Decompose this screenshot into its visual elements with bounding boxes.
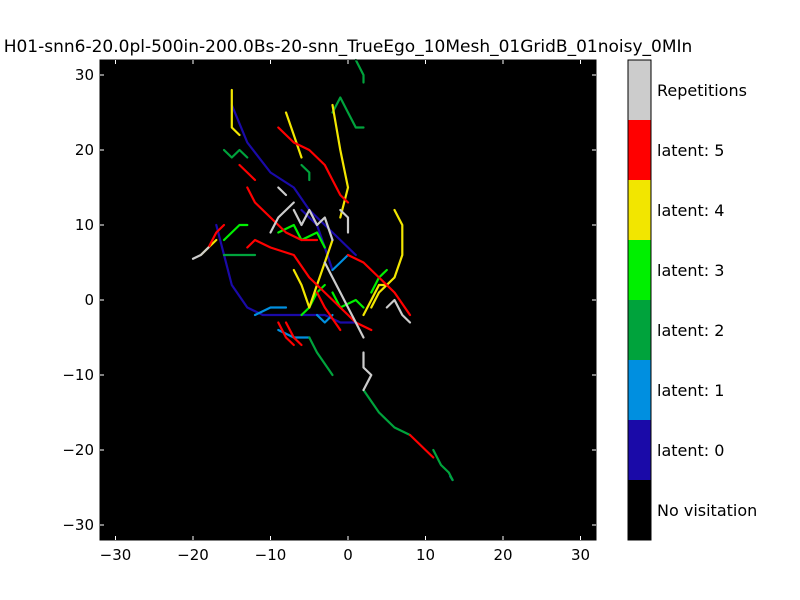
plot-background (100, 60, 596, 540)
trajectory-segment (362, 283, 388, 317)
trajectory-segment (284, 321, 303, 347)
colorbar-label: latent: 4 (657, 201, 724, 220)
colorbar-label: No visitation (657, 501, 757, 520)
trajectory-segment (315, 313, 334, 324)
x-tick-label: 20 (493, 546, 512, 564)
colorbar-label: latent: 0 (657, 441, 724, 460)
x-axis: −30 −20 −10 0 10 20 30 (100, 60, 590, 564)
colorbar-label: latent: 2 (657, 321, 724, 340)
trajectory-segment (269, 201, 295, 234)
colorbar-swatch (628, 480, 651, 540)
colorbar-swatch (628, 60, 651, 120)
trajectory-segment (432, 448, 454, 482)
colorbar-swatch (628, 300, 651, 360)
x-tick-label: −10 (255, 546, 287, 564)
colorbar-swatch (628, 120, 651, 180)
trajectory-segment (292, 268, 311, 309)
trajectory-segment (230, 103, 357, 257)
colorbar-label: latent: 3 (657, 261, 724, 280)
trajectory-segment (331, 253, 350, 272)
x-tick-label: −20 (177, 546, 209, 564)
trajectory-segment (346, 253, 412, 317)
x-tick-label: 10 (416, 546, 435, 564)
trajectory-segment (385, 298, 412, 324)
y-tick-label: 20 (75, 141, 94, 159)
y-tick-label: −10 (62, 366, 94, 384)
y-axis: −30 −20 −10 0 10 20 30 (62, 66, 596, 534)
trajectory-segment (308, 336, 334, 377)
y-tick-label: −30 (62, 516, 94, 534)
colorbar-label: latent: 1 (657, 381, 724, 400)
trajectory-layer (191, 58, 454, 482)
trajectory-segment (277, 186, 288, 197)
chart-title: H01-snn6-20.0pl-500in-200.0Bs-20-snn_Tru… (4, 37, 693, 57)
trajectory-segment (238, 163, 257, 182)
trajectory-segment (300, 208, 334, 272)
trajectory-segment (284, 111, 303, 159)
trajectory-segment (362, 351, 373, 392)
colorbar-legend: No visitation latent: 0 latent: 1 latent: 2… (627, 59, 757, 541)
plot-area: −30 −20 −10 0 10 20 30 −30 −20 −10 0 10 20 30 (62, 58, 597, 564)
colorbar-swatch (628, 180, 651, 240)
x-tick-label: 0 (343, 546, 353, 564)
y-tick-label: 30 (75, 66, 94, 84)
trajectory-segment (408, 433, 435, 459)
colorbar-label: Repetitions (657, 81, 747, 100)
trajectory-segment (362, 388, 412, 437)
trajectory-segment (207, 223, 226, 249)
x-tick-label: 30 (571, 546, 590, 564)
y-tick-label: 0 (84, 291, 94, 309)
trajectory-segment (308, 238, 334, 309)
trajectory-segment (222, 148, 249, 159)
trajectory-segment (354, 58, 365, 84)
colorbar-swatch (628, 240, 651, 300)
y-tick-label: 10 (75, 216, 94, 234)
colorbar-label: latent: 5 (657, 141, 724, 160)
trajectory-segment (331, 96, 365, 129)
trajectory-segment (277, 321, 295, 347)
trajectory-segment (331, 291, 365, 309)
trajectory-segment (315, 291, 342, 332)
trajectory-segment (339, 208, 350, 234)
trajectory-segment (191, 246, 210, 260)
trajectory-segment (253, 306, 288, 317)
trajectory-segment (230, 88, 241, 137)
colorbar-frame (627, 59, 652, 541)
trajectory-segment (331, 103, 350, 219)
colorbar-swatch (628, 360, 651, 420)
trajectory-segment (323, 261, 365, 339)
trajectory-segment (277, 126, 350, 204)
trajectory-segment (292, 208, 334, 242)
trajectory-segment (370, 208, 404, 309)
colorbar-swatch (628, 420, 651, 480)
trajectory-segment (300, 163, 311, 182)
trajectory-segment (246, 186, 319, 242)
trajectory-segment (222, 223, 249, 242)
y-tick-label: −20 (62, 441, 94, 459)
x-tick-label: −30 (100, 546, 132, 564)
trajectory-segment (246, 238, 373, 332)
